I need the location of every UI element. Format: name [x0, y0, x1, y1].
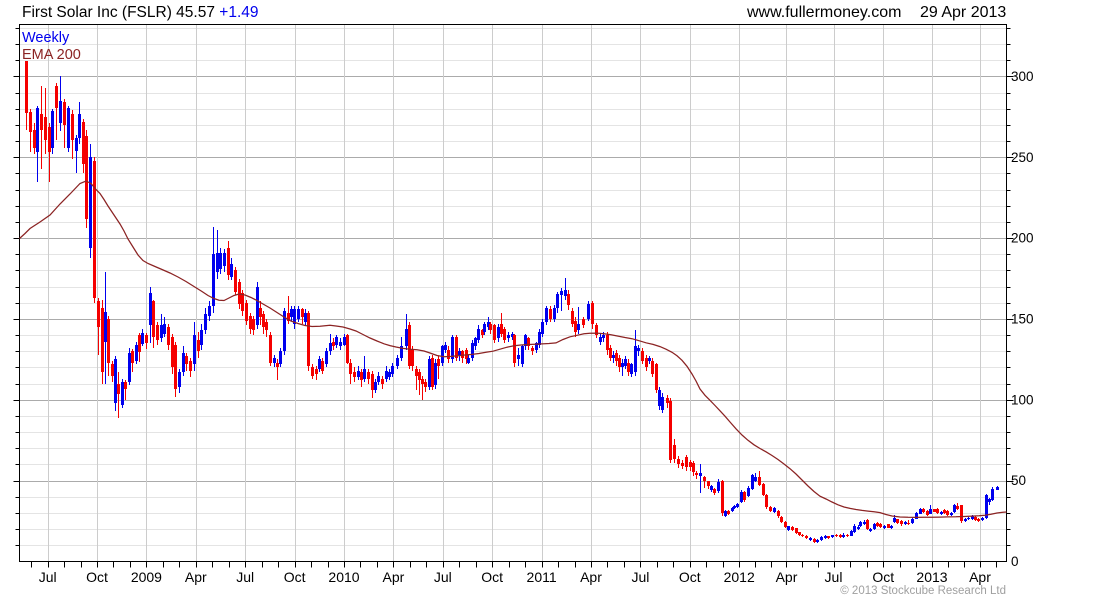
svg-text:50: 50 — [1011, 473, 1026, 488]
svg-text:EMA 200: EMA 200 — [22, 47, 81, 63]
svg-text:150: 150 — [1011, 312, 1034, 327]
svg-text:Apr: Apr — [383, 569, 405, 585]
svg-text:300: 300 — [1011, 69, 1034, 84]
svg-text:200: 200 — [1011, 231, 1034, 246]
svg-text:First Solar Inc (FSLR) 45.57 +: First Solar Inc (FSLR) 45.57 +1.49 — [22, 4, 259, 21]
svg-text:Weekly: Weekly — [22, 30, 70, 46]
svg-text:Apr: Apr — [776, 569, 798, 585]
svg-text:Jul: Jul — [39, 569, 57, 585]
svg-text:Jul: Jul — [236, 569, 254, 585]
svg-text:2010: 2010 — [328, 569, 359, 585]
svg-text:2012: 2012 — [724, 569, 755, 585]
svg-text:Jul: Jul — [434, 569, 452, 585]
svg-text:Apr: Apr — [185, 569, 207, 585]
svg-text:© 2013 Stockcube Research Ltd: © 2013 Stockcube Research Ltd — [840, 585, 1006, 597]
svg-text:29 Apr 2013: 29 Apr 2013 — [920, 4, 1006, 21]
svg-text:2011: 2011 — [527, 569, 557, 585]
svg-text:100: 100 — [1011, 392, 1034, 407]
svg-text:250: 250 — [1011, 150, 1034, 165]
svg-text:Apr: Apr — [580, 569, 602, 585]
svg-text:Oct: Oct — [86, 569, 108, 585]
svg-text:Oct: Oct — [284, 569, 306, 585]
svg-text:Apr: Apr — [969, 569, 991, 585]
svg-text:0: 0 — [1011, 554, 1019, 569]
svg-text:2013: 2013 — [916, 569, 947, 585]
svg-text:www.fullermoney.com: www.fullermoney.com — [746, 4, 901, 21]
svg-text:Jul: Jul — [825, 569, 843, 585]
svg-text:Oct: Oct — [872, 569, 894, 585]
svg-text:Jul: Jul — [631, 569, 649, 585]
svg-text:Oct: Oct — [679, 569, 701, 585]
svg-text:Oct: Oct — [481, 569, 503, 585]
svg-text:2009: 2009 — [131, 569, 162, 585]
